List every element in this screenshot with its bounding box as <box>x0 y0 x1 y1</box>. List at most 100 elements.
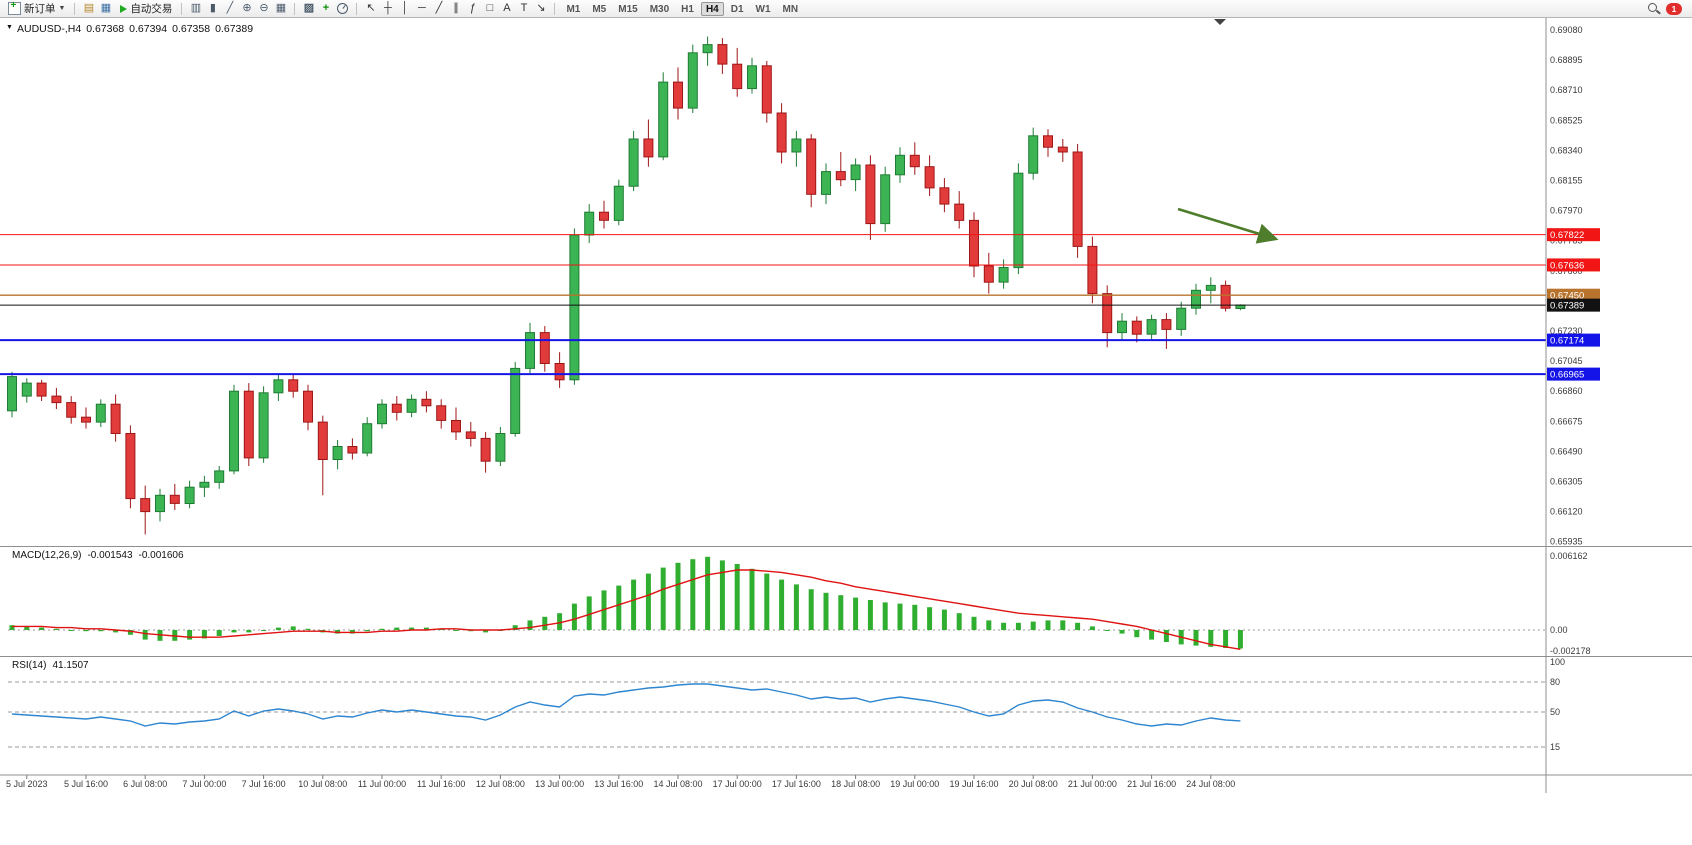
candle-body <box>184 486 195 505</box>
svg-text:17 Jul 00:00: 17 Jul 00:00 <box>713 779 762 789</box>
crosshair-icon[interactable]: ┼ <box>384 2 392 14</box>
candle-body <box>628 138 639 187</box>
tile-windows-icon[interactable]: ▦ <box>275 2 287 14</box>
horizontal-line-icon[interactable]: ─ <box>418 2 426 14</box>
arrow-annotation[interactable] <box>1177 207 1279 244</box>
svg-text:13 Jul 16:00: 13 Jul 16:00 <box>594 779 643 789</box>
templates-icon[interactable]: ▨ <box>303 2 315 14</box>
candle-body <box>658 81 669 158</box>
bar-chart-type-icon[interactable]: ▥ <box>190 2 202 14</box>
candle-body <box>924 166 935 189</box>
candle-body <box>1057 146 1068 153</box>
new-order-icon <box>8 0 21 15</box>
toolbar-separator <box>74 2 76 15</box>
svg-text:11 Jul 00:00: 11 Jul 00:00 <box>358 779 406 789</box>
svg-text:0.006162: 0.006162 <box>1550 551 1588 561</box>
svg-text:100: 100 <box>1550 657 1565 667</box>
candle-body <box>850 164 861 181</box>
svg-text:0.66965: 0.66965 <box>1550 370 1584 381</box>
arrows-icon[interactable]: ↘ <box>536 2 546 14</box>
chart-shift-marker[interactable] <box>1214 19 1226 25</box>
svg-text:12 Jul 08:00: 12 Jul 08:00 <box>476 779 525 789</box>
timeframe-mn-button[interactable]: MN <box>778 2 804 16</box>
timeframe-d1-button[interactable]: D1 <box>726 2 749 16</box>
svg-text:0.69080: 0.69080 <box>1550 25 1583 35</box>
svg-text:5 Jul 16:00: 5 Jul 16:00 <box>64 779 108 789</box>
candle-body <box>66 402 77 418</box>
svg-text:0.00: 0.00 <box>1550 625 1568 635</box>
svg-text:0.67230: 0.67230 <box>1550 326 1583 336</box>
svg-text:0.68895: 0.68895 <box>1550 55 1583 65</box>
candle-body <box>835 171 846 181</box>
auto-trading-label: 自动交易 <box>130 3 173 15</box>
candle-body <box>1072 151 1083 247</box>
svg-text:0.66675: 0.66675 <box>1550 416 1583 426</box>
candle-body <box>539 332 550 365</box>
zoom-in-icon[interactable]: ⊕ <box>242 2 252 14</box>
cursor-icon[interactable]: ↖ <box>366 2 376 14</box>
svg-text:5 Jul 2023: 5 Jul 2023 <box>6 779 48 789</box>
indicators-icon[interactable]: + <box>322 2 330 14</box>
notifications-badge[interactable]: 1 <box>1666 2 1682 15</box>
vertical-line-icon[interactable]: │ <box>401 2 409 14</box>
candle-body <box>821 171 831 195</box>
toolbar-separator <box>294 2 296 15</box>
candle-body <box>110 403 121 435</box>
timeframe-m1-button[interactable]: M1 <box>561 2 585 16</box>
zoom-out-icon[interactable]: ⊖ <box>259 2 269 14</box>
data-window-icon[interactable]: ▦ <box>100 2 112 14</box>
candle-body <box>673 81 683 109</box>
text-icon[interactable]: A <box>503 2 511 14</box>
svg-text:21 Jul 16:00: 21 Jul 16:00 <box>1127 779 1176 789</box>
candle-body <box>687 52 698 109</box>
candle-body <box>465 431 476 439</box>
svg-text:0.67174: 0.67174 <box>1550 336 1584 347</box>
shapes-icon[interactable]: □ <box>486 2 494 14</box>
svg-text:80: 80 <box>1550 677 1560 687</box>
candle-body <box>969 219 979 267</box>
candle-body <box>1013 172 1024 269</box>
candle-body <box>21 382 32 397</box>
timeframe-h1-button[interactable]: H1 <box>676 2 699 16</box>
timeframe-m30-button[interactable]: M30 <box>645 2 674 16</box>
toolbar-separator <box>181 2 183 15</box>
candle-body <box>761 65 772 114</box>
svg-text:24 Jul 08:00: 24 Jul 08:00 <box>1186 779 1235 789</box>
svg-text:10 Jul 08:00: 10 Jul 08:00 <box>298 779 347 789</box>
timeframe-h4-button[interactable]: H4 <box>700 1 724 16</box>
chart-area[interactable]: 0.69080 0.68895 0.68710 0.68525 0.68340 0.681… <box>0 18 1692 845</box>
new-order-button[interactable]: 新订单 ▼ <box>4 0 69 16</box>
line-chart-type-icon[interactable]: ╱ <box>226 2 234 14</box>
svg-text:0.67822: 0.67822 <box>1550 230 1584 241</box>
price-axis[interactable] <box>1546 18 1692 793</box>
candle-body <box>1043 135 1053 148</box>
svg-text:7 Jul 16:00: 7 Jul 16:00 <box>242 779 286 789</box>
auto-trading-button[interactable]: 自动交易 <box>116 1 176 16</box>
periods-icon[interactable] <box>334 1 351 16</box>
label-icon[interactable]: T <box>520 2 528 14</box>
candle-body <box>1117 320 1127 334</box>
timeframe-m15-button[interactable]: M15 <box>613 2 642 16</box>
candlestick-type-icon[interactable]: ▮ <box>209 2 216 14</box>
macd-signal-line <box>12 569 1241 650</box>
timeframe-m5-button[interactable]: M5 <box>587 2 611 16</box>
candle-body <box>51 395 62 404</box>
candle-body <box>421 398 432 407</box>
candle-body <box>317 421 328 461</box>
candle-body <box>95 403 106 423</box>
fibonacci-icon[interactable]: ƒ <box>469 2 476 14</box>
one-click-trading-toggle[interactable]: ▼ <box>6 24 13 31</box>
candle-body <box>1087 245 1098 295</box>
timeframe-w1-button[interactable]: W1 <box>751 2 776 16</box>
trendline-icon[interactable]: ╱ <box>435 2 443 14</box>
channel-icon[interactable]: ∥ <box>453 2 459 14</box>
candle-body <box>791 138 802 153</box>
search-icon[interactable] <box>1648 2 1657 15</box>
time-axis[interactable] <box>0 775 1546 793</box>
candle-body <box>273 379 284 394</box>
candle-body <box>1102 293 1113 334</box>
svg-text:0.68710: 0.68710 <box>1550 85 1583 95</box>
new-order-label: 新订单 <box>24 3 56 15</box>
market-watch-icon[interactable]: ▤ <box>83 2 95 14</box>
macd-histogram <box>9 556 1243 649</box>
